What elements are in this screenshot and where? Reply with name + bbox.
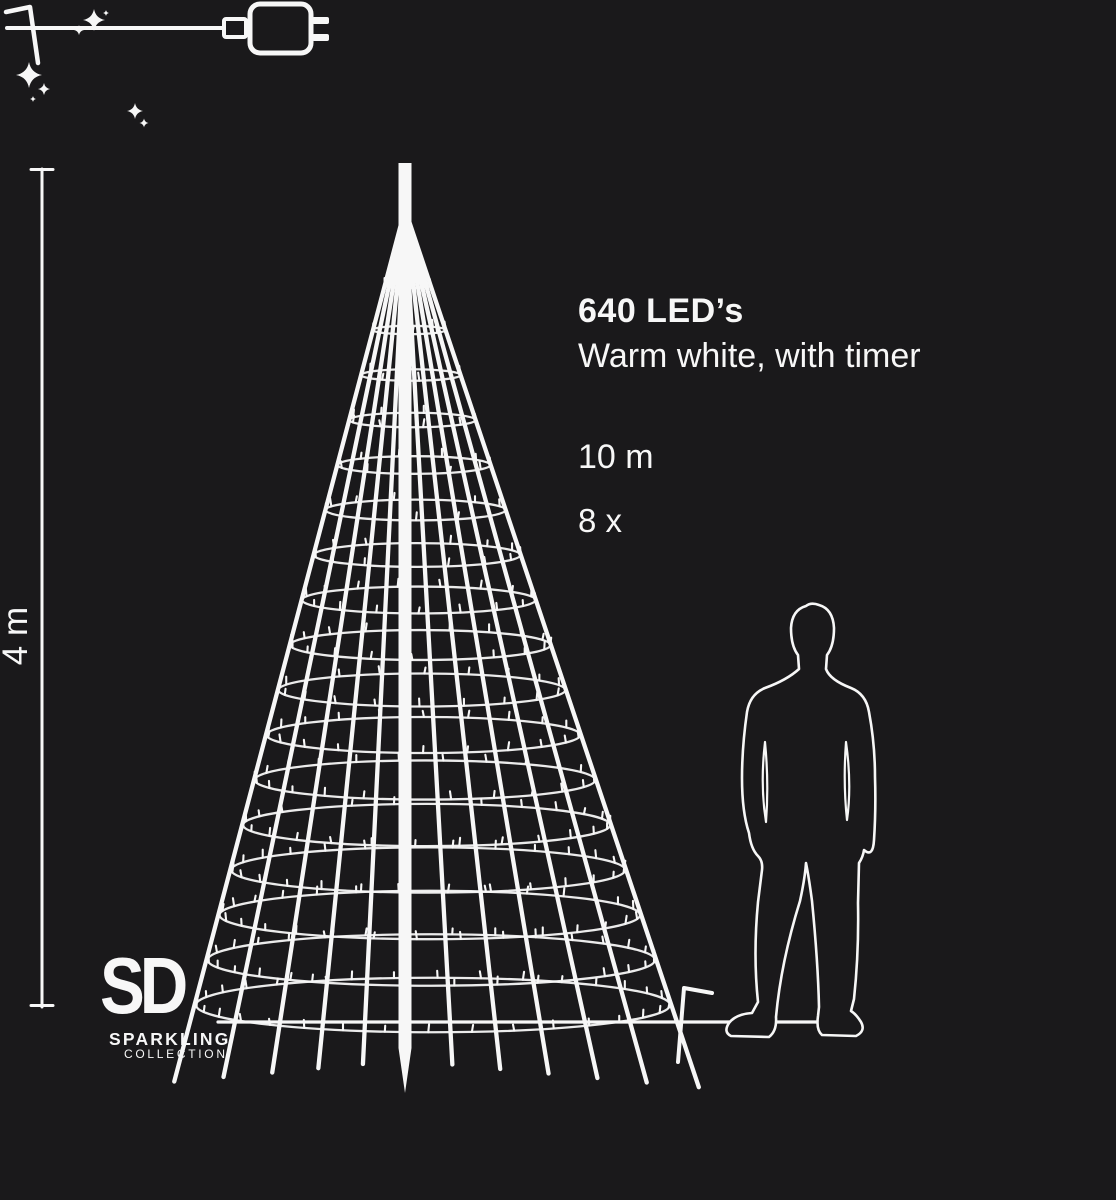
brand-subname: COLLECTION (124, 1047, 228, 1061)
ground-peg-icon (3, 4, 41, 66)
pegs-count-label: 8 x (578, 502, 623, 539)
person-silhouette (725, 602, 877, 1039)
light-type-subtitle: Warm white, with timer (578, 337, 921, 375)
person-arm-gap-left (761, 740, 769, 824)
sparkle-stars-icon (16, 9, 149, 128)
cable-length-label: 10 m (578, 438, 654, 476)
light-strings (172, 206, 701, 1090)
led-count-title: 640 LED’s (578, 292, 744, 330)
brand-name: SPARKLING (109, 1029, 231, 1049)
flagpole (398, 163, 412, 1093)
power-plug-icon (5, 1, 329, 56)
led-bulb-ticks (195, 273, 671, 1034)
brand-monogram: SD (100, 941, 188, 1030)
ground-peg-icon (676, 986, 714, 1064)
height-dimension-label: 4 m (0, 576, 38, 696)
person-arm-gap-right (843, 740, 851, 822)
height-measure-line (29, 167, 55, 1009)
led-light-rings (194, 280, 672, 1034)
